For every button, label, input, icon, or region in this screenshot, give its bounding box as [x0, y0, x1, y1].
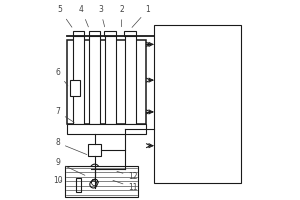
Text: 1: 1 [132, 5, 150, 27]
Bar [105, 36, 116, 124]
Text: 12: 12 [117, 171, 138, 181]
Bar [67, 40, 146, 124]
Text: 8: 8 [55, 138, 87, 155]
Text: 5: 5 [57, 5, 72, 27]
Text: 3: 3 [98, 5, 105, 27]
Bar [154, 25, 242, 183]
Bar [88, 31, 100, 36]
Text: 11: 11 [113, 180, 138, 192]
Bar [64, 166, 138, 197]
Bar [89, 36, 100, 124]
Bar [73, 36, 84, 124]
Bar [67, 124, 146, 134]
Text: 6: 6 [55, 68, 68, 86]
Text: 4: 4 [79, 5, 88, 27]
Bar [104, 31, 116, 36]
Bar [70, 80, 80, 96]
Text: 2: 2 [120, 5, 124, 27]
Text: 9: 9 [55, 158, 85, 175]
Bar [124, 31, 136, 36]
Text: 10: 10 [53, 176, 62, 185]
Bar [88, 144, 101, 156]
Bar [125, 36, 136, 124]
Bar [76, 178, 81, 192]
Bar [73, 31, 84, 36]
Text: 7: 7 [55, 107, 74, 122]
